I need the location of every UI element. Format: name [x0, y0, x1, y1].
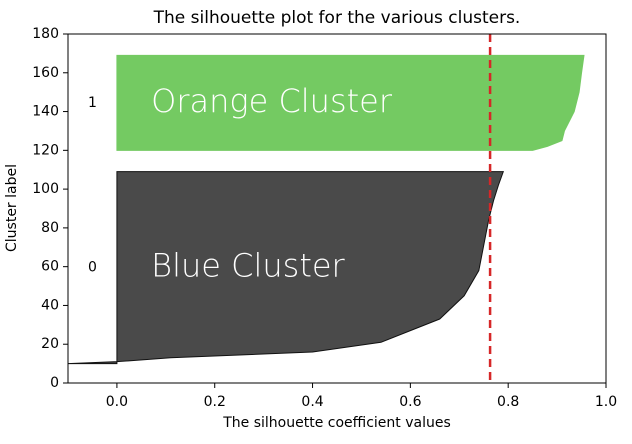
x-tick-label: 0.8: [497, 394, 519, 410]
x-tick-label: 1.0: [595, 394, 617, 410]
silhouette-area: [68, 171, 505, 365]
x-tick-label: 0.2: [204, 394, 226, 410]
cluster-label: 1: [88, 95, 97, 111]
y-tick-label: 60: [41, 259, 59, 275]
x-tick-label: 0.4: [301, 394, 323, 410]
y-tick-label: 100: [32, 181, 59, 197]
y-tick-label: 140: [32, 104, 59, 120]
y-tick-label: 20: [41, 336, 59, 352]
y-tick-label: 0: [50, 375, 59, 391]
cluster-annotation: Orange Cluster: [151, 82, 393, 120]
x-tick-label: 0.6: [399, 394, 421, 410]
x-tick-label: 0.0: [106, 394, 128, 410]
cluster-annotation: Blue Cluster: [151, 247, 345, 285]
y-tick-label: 160: [32, 65, 59, 81]
y-tick-label: 80: [41, 220, 59, 236]
plot-frame: [67, 33, 607, 384]
chart-title: The silhouette plot for the various clus…: [153, 8, 521, 28]
y-tick-label: 40: [41, 297, 59, 313]
y-axis-label: Cluster label: [4, 164, 20, 252]
y-tick-label: 120: [32, 142, 59, 158]
cluster-label: 0: [88, 260, 97, 276]
x-axis-label: The silhouette coefficient values: [222, 415, 451, 431]
silhouette-area: [116, 54, 585, 151]
y-tick-label: 180: [32, 26, 59, 42]
